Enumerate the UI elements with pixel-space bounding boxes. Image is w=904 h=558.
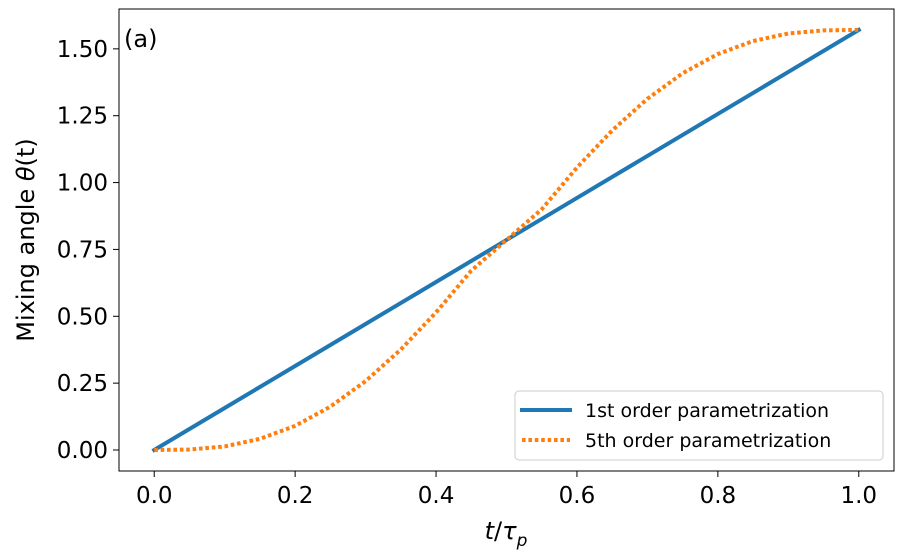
x-axis-ticks: 0.0 0.2 0.4 0.6 0.8 1.0	[136, 471, 877, 509]
x-tick-label: 0.4	[418, 483, 455, 509]
y-tick-label: 0.75	[57, 237, 108, 263]
y-tick-label: 1.00	[57, 171, 108, 197]
x-tick-label: 0.6	[559, 483, 596, 509]
y-tick-label: 0.00	[57, 438, 108, 464]
x-tick-label: 0.8	[700, 483, 737, 509]
legend-label-1st-order: 1st order parametrization	[585, 400, 829, 422]
series-line-1st-order	[151, 27, 862, 453]
y-tick-label: 1.50	[57, 37, 108, 63]
y-axis-label: Mixing angle θ(t)	[12, 138, 40, 341]
y-axis-ticks: 0.00 0.25 0.50 0.75 1.00 1.25 1.50	[57, 37, 119, 464]
series-line-5th-order	[154, 27, 859, 453]
plot-frame	[118, 8, 895, 472]
panel-label: (a)	[124, 25, 157, 53]
y-tick-label: 0.50	[57, 304, 108, 330]
y-tick-label: 0.25	[57, 371, 108, 397]
x-tick-label: 1.0	[840, 483, 877, 509]
y-tick-label: 1.25	[57, 104, 108, 130]
x-tick-label: 0.0	[136, 483, 173, 509]
series-lines	[151, 27, 862, 453]
legend-box	[514, 390, 884, 461]
legend-label-5th-order: 5th order parametrization	[585, 430, 831, 452]
x-tick-label: 0.2	[277, 483, 314, 509]
x-axis-label: t/τp	[485, 517, 528, 551]
legend: 1st order parametrization 5th order para…	[514, 390, 884, 461]
